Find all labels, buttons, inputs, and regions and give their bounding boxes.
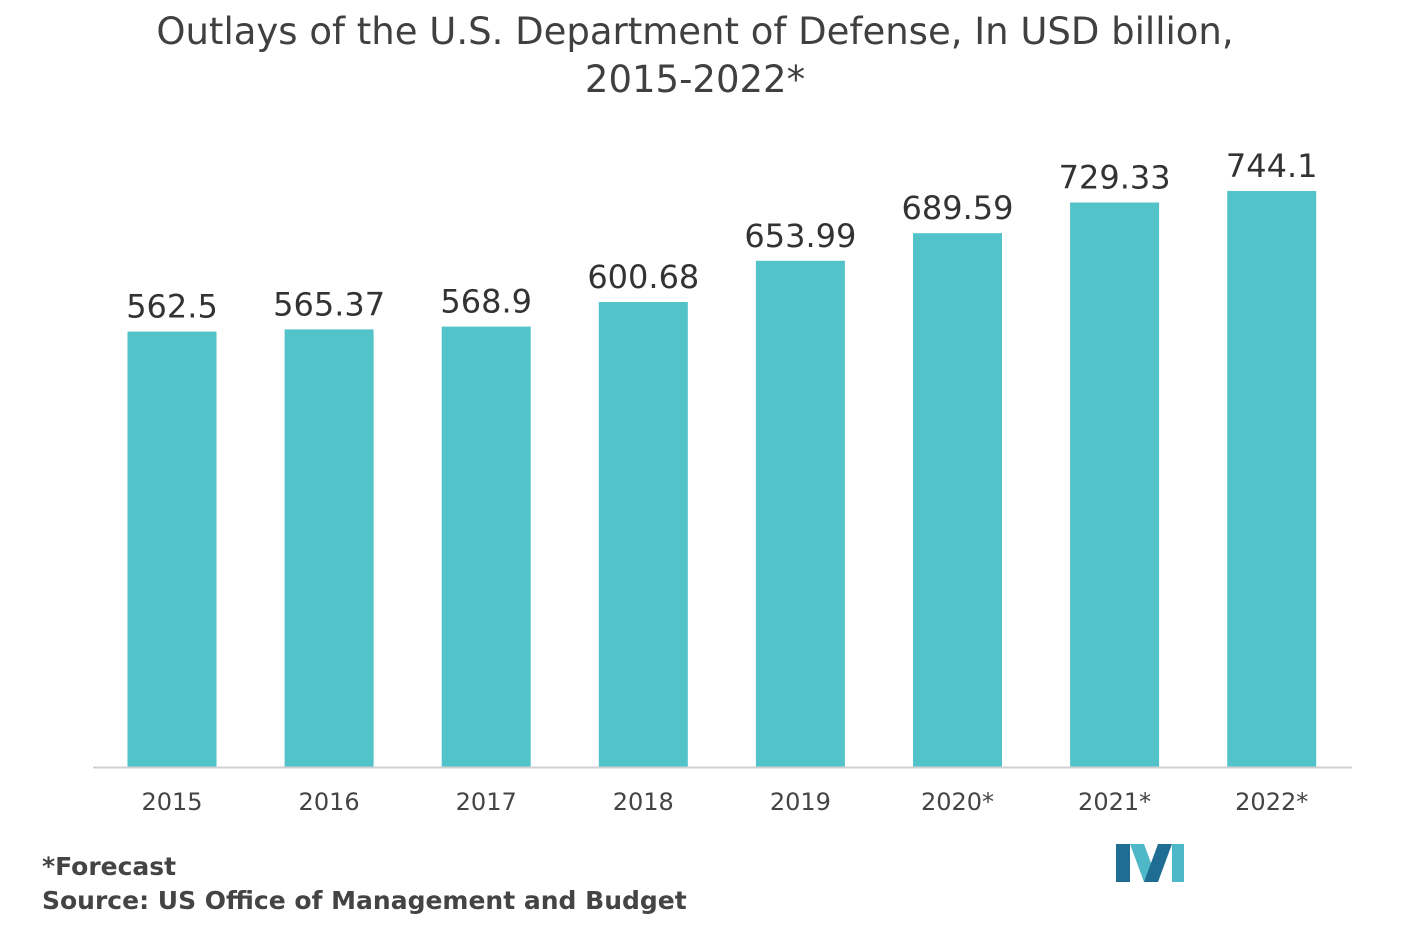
bar-2017 [441,326,531,767]
x-tick-label-2021-forecast: 2021* [1078,788,1151,816]
x-tick-label-2020-forecast: 2020* [921,788,994,816]
source-footnote: Source: US Office of Management and Budg… [42,886,687,915]
data-label-2016: 565.37 [273,285,385,323]
bar-2022-forecast [1227,191,1317,767]
data-label-2019: 653.99 [744,217,856,255]
forecast-footnote: *Forecast [42,852,177,881]
logo-right-diagonal [1144,844,1172,882]
data-label-2021-forecast: 729.33 [1059,159,1171,197]
bar-2021-forecast [1070,202,1160,767]
x-tick-label-2022-forecast: 2022* [1235,788,1308,816]
data-label-2015: 562.5 [126,288,218,326]
bar-2015 [127,331,217,767]
data-label-2017: 568.9 [440,283,532,321]
logo-right-stroke [1172,844,1184,882]
brand-logo-icon [1116,844,1184,882]
bar-2019 [755,260,845,767]
x-tick-label-2015: 2015 [141,788,202,816]
x-tick-label-2019: 2019 [770,788,831,816]
chart-title-line-2: 2015-2022* [584,58,806,101]
x-tick-label-2017: 2017 [456,788,517,816]
bar-2020-forecast [913,233,1002,767]
bar-2018 [598,302,688,767]
logo-left-stroke [1116,844,1130,882]
data-label-2018: 600.68 [587,258,699,296]
chart-title-line-1: Outlays of the U.S. Department of Defens… [156,10,1234,53]
data-label-2022-forecast: 744.1 [1226,147,1318,185]
bar-2016 [284,329,374,767]
data-label-2020-forecast: 689.59 [902,189,1014,227]
x-tick-label-2016: 2016 [299,788,360,816]
chart-title: Outlays of the U.S. Department of Defens… [0,8,1390,104]
x-tick-label-2018: 2018 [613,788,674,816]
